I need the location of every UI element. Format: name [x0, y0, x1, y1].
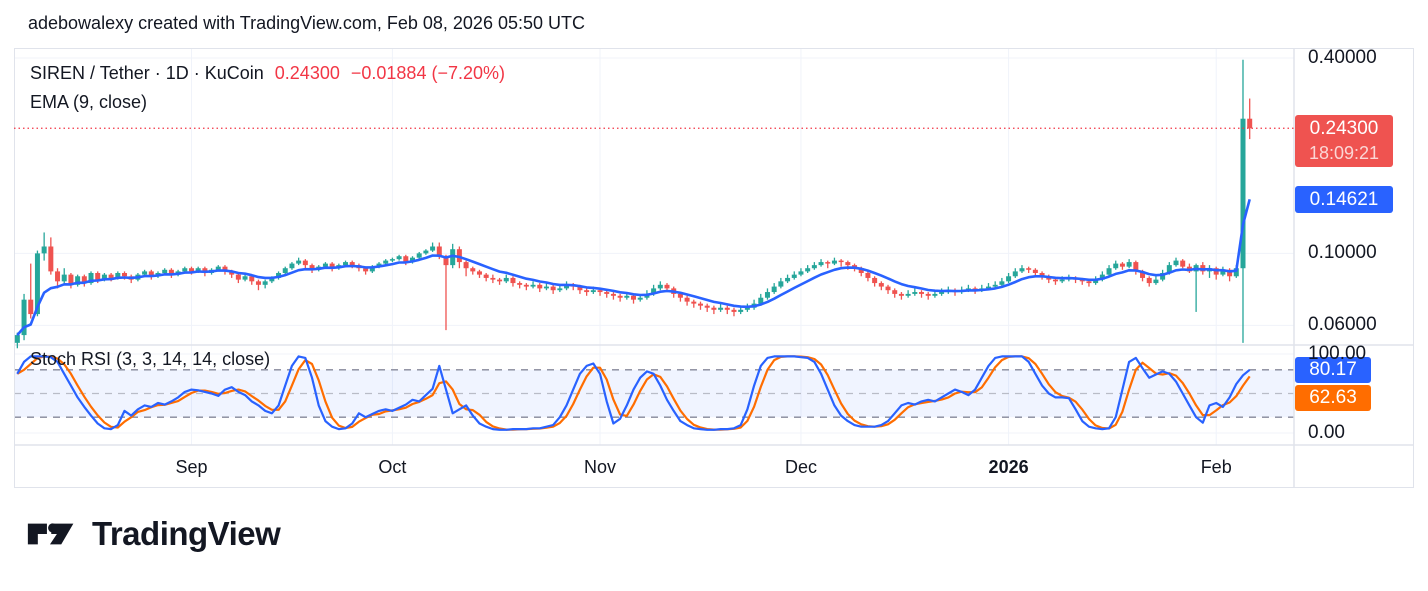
time-axis-label: Feb — [1200, 457, 1232, 477]
stoch-indicator-title[interactable]: Stoch RSI (3, 3, 14, 14, close) — [30, 349, 271, 369]
tradingview-logo-icon — [27, 523, 74, 545]
price-change-value: −0.01884 (−7.20%) — [350, 63, 505, 83]
legend-row-indicator: EMA (9, close) — [30, 88, 511, 117]
stoch-scale-label: 0.00 — [1308, 422, 1345, 443]
last-price-badge-value: 0.24300 — [1309, 118, 1379, 139]
credit-line: adebowalexy created with TradingView.com… — [28, 13, 585, 33]
bar-countdown: 18:09:21 — [1308, 143, 1380, 163]
time-axis-label: Nov — [584, 457, 617, 477]
time-axis-label: Sep — [175, 457, 208, 477]
chart-container: SIREN / Tether · 1D · KuCoin 0.24300 −0.… — [14, 47, 1414, 488]
last-price-value: 0.24300 — [274, 63, 340, 83]
stoch-d-badge: 62.63 — [1295, 385, 1371, 411]
tradingview-logo-text: TradingView — [92, 515, 281, 552]
stoch-scale-label: 100.00 — [1308, 343, 1367, 364]
legend-row-symbol: SIREN / Tether · 1D · KuCoin 0.24300 −0.… — [30, 59, 511, 88]
last-price-badge: 0.24300 18:09:21 — [1295, 115, 1393, 167]
chart-canvas[interactable] — [14, 48, 1414, 488]
ema-indicator-title[interactable]: EMA (9, close) — [30, 92, 148, 112]
price-scale-label: 0.06000 — [1308, 314, 1377, 336]
tradingview-logo[interactable]: TradingView — [27, 515, 281, 553]
time-axis-label: 2026 — [988, 457, 1029, 477]
price-scale-label: 0.10000 — [1308, 242, 1377, 264]
legend: SIREN / Tether · 1D · KuCoin 0.24300 −0.… — [30, 59, 511, 117]
time-axis-label: Oct — [378, 457, 407, 477]
symbol-title[interactable]: SIREN / Tether · 1D · KuCoin — [30, 63, 264, 83]
stoch-k-badge: 80.17 — [1295, 357, 1371, 383]
ema-value-badge: 0.14621 — [1295, 186, 1393, 213]
time-axis-label: Dec — [784, 457, 817, 477]
price-scale-label: 0.40000 — [1308, 47, 1377, 68]
